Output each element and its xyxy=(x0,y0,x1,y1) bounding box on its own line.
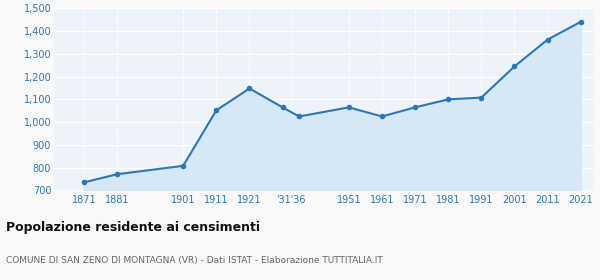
Text: COMUNE DI SAN ZENO DI MONTAGNA (VR) - Dati ISTAT - Elaborazione TUTTITALIA.IT: COMUNE DI SAN ZENO DI MONTAGNA (VR) - Da… xyxy=(6,256,383,265)
Text: Popolazione residente ai censimenti: Popolazione residente ai censimenti xyxy=(6,221,260,234)
